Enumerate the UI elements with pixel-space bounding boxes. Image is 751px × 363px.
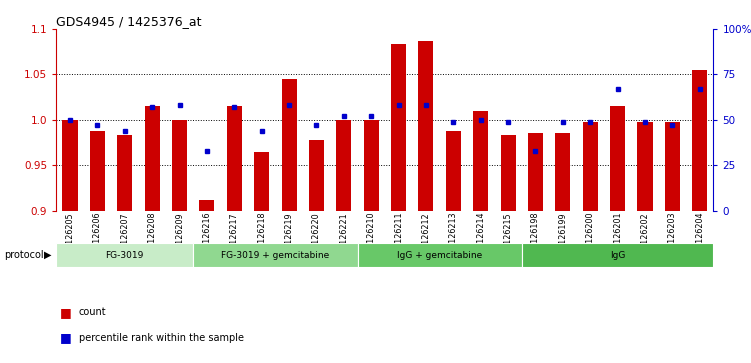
Bar — [665, 122, 680, 211]
Text: count: count — [79, 307, 107, 317]
Bar — [473, 111, 488, 211]
Text: percentile rank within the sample: percentile rank within the sample — [79, 333, 244, 343]
Text: protocol: protocol — [4, 250, 44, 260]
Text: ■: ■ — [60, 331, 72, 344]
Bar — [357, 243, 522, 267]
Bar — [418, 41, 433, 211]
Bar — [528, 133, 543, 211]
Bar — [172, 120, 187, 211]
Text: FG-3019 + gemcitabine: FG-3019 + gemcitabine — [222, 250, 330, 260]
Bar — [501, 135, 516, 211]
Bar — [227, 106, 242, 211]
Bar — [145, 106, 160, 211]
Text: ▶: ▶ — [44, 250, 51, 260]
Bar — [56, 243, 193, 267]
Bar — [309, 140, 324, 211]
Text: IgG + gemcitabine: IgG + gemcitabine — [397, 250, 482, 260]
Bar — [522, 243, 713, 267]
Bar — [193, 243, 357, 267]
Text: FG-3019: FG-3019 — [106, 250, 144, 260]
Bar — [555, 133, 571, 211]
Text: IgG: IgG — [610, 250, 626, 260]
Bar — [610, 106, 625, 211]
Bar — [583, 122, 598, 211]
Bar — [638, 122, 653, 211]
Bar — [391, 44, 406, 211]
Bar — [199, 200, 215, 211]
Bar — [254, 151, 269, 211]
Text: GDS4945 / 1425376_at: GDS4945 / 1425376_at — [56, 15, 202, 28]
Bar — [363, 120, 379, 211]
Bar — [90, 131, 105, 211]
Bar — [117, 135, 132, 211]
Bar — [62, 120, 77, 211]
Bar — [692, 70, 707, 211]
Bar — [282, 79, 297, 211]
Text: ■: ■ — [60, 306, 72, 319]
Bar — [336, 120, 351, 211]
Bar — [446, 131, 461, 211]
